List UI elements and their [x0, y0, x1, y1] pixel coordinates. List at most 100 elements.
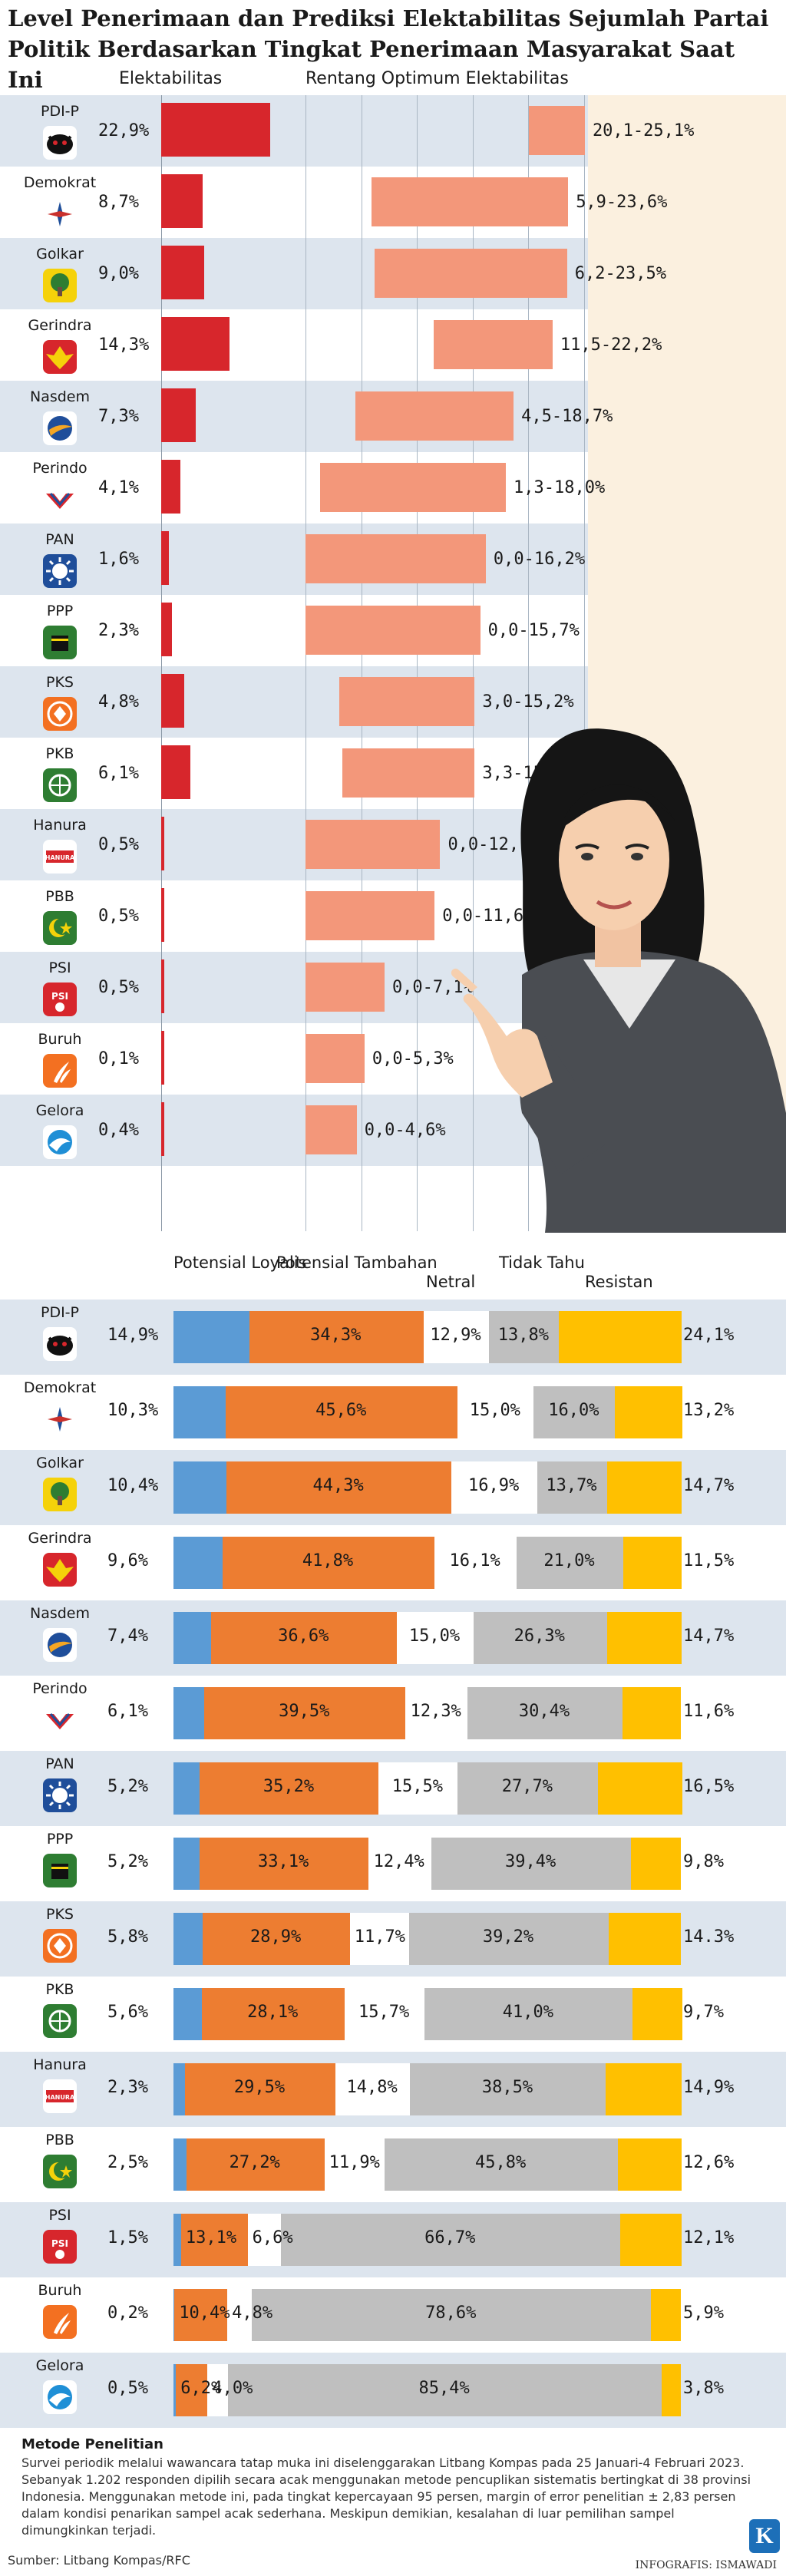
loyal-segment [173, 1311, 249, 1363]
woman-pointing-illustration [451, 728, 786, 1233]
tidak-tahu-value-label: 66,7% [424, 2228, 476, 2247]
tambahan-segment [222, 1537, 435, 1589]
loyal-value-label: 9,6% [107, 1551, 148, 1570]
s1-party-name: PPP [46, 603, 74, 619]
elek-value-label: 4,1% [98, 478, 139, 497]
range-bar [305, 534, 486, 583]
tidak-tahu-segment [424, 1988, 633, 2040]
elek-bar [161, 317, 230, 371]
netral-segment [247, 2214, 282, 2266]
netral-value-label: 15,5% [391, 1777, 443, 1796]
psi-rose-icon: PSI [43, 983, 77, 1016]
tambahan-segment [204, 1687, 405, 1739]
range-bar [374, 249, 567, 298]
netral-segment [397, 1612, 474, 1664]
loyal-segment [173, 2138, 187, 2191]
netral-value-label: 11,9% [329, 2153, 380, 2172]
header-netral: Netral [426, 1273, 476, 1291]
tidak-tahu-segment [385, 2138, 618, 2191]
range-bar [433, 320, 553, 369]
nasdem-circle-icon [43, 1628, 77, 1662]
range-value-label: 6,2-23,5% [574, 264, 666, 283]
method-text: Survei periodik melalui wawancara tatap … [21, 2455, 751, 2538]
elek-bar [161, 1102, 164, 1156]
kaaba-icon [43, 626, 77, 659]
elek-gridline [161, 95, 162, 1231]
s2-party-name: Nasdem [29, 1605, 90, 1622]
s1-party-name: PKB [45, 745, 74, 762]
netral-segment [207, 2364, 228, 2416]
tambahan-value-label: 28,9% [250, 1927, 302, 1947]
tambahan-value-label: 29,5% [233, 2078, 286, 2097]
banyan-tree-icon [43, 1478, 77, 1511]
tambahan-segment [174, 2289, 228, 2341]
s1-party-name: PDI-P [40, 103, 79, 120]
elek-bar [161, 1031, 164, 1085]
tidak-tahu-segment [489, 1311, 560, 1363]
loyal-value-label: 5,2% [107, 1777, 148, 1796]
resistan-segment [617, 2138, 682, 2191]
tambahan-value-label: 35,2% [263, 1777, 315, 1796]
resistan-segment [606, 1612, 682, 1664]
elek-bar [161, 174, 203, 228]
elek-value-label: 0,5% [98, 978, 139, 997]
svg-text:HANURA: HANURA [45, 854, 75, 861]
s2-party-name: Gerindra [28, 1530, 92, 1547]
range-gridline [583, 95, 585, 1231]
s1-party-name: PBB [45, 888, 74, 905]
tidak-tahu-value-label: 13,8% [497, 1326, 549, 1345]
tambahan-segment [200, 1762, 379, 1815]
resistan-value-label: 13,2% [683, 1401, 735, 1420]
loyal-segment [173, 1386, 226, 1438]
loyal-segment [173, 1687, 205, 1739]
tidak-tahu-value-label: 39,4% [505, 1852, 556, 1871]
tambahan-value-label: 28,1% [247, 2003, 299, 2022]
tidak-tahu-value-label: 85,4% [418, 2379, 470, 2398]
netral-value-label: 15,0% [469, 1401, 520, 1420]
elek-bar [161, 674, 184, 728]
tidak-tahu-value-label: 39,2% [482, 1927, 534, 1947]
resistan-segment [606, 2063, 682, 2115]
netral-value-label: 16,9% [468, 1476, 520, 1495]
resistan-value-label: 14,7% [683, 1476, 735, 1495]
resistan-value-label: 14,9% [683, 2078, 735, 2097]
range-value-label: 0,0-4,6% [364, 1121, 446, 1140]
tidak-tahu-value-label: 30,4% [518, 1702, 570, 1721]
tambahan-segment [226, 1461, 452, 1514]
svg-text:HANURA: HANURA [45, 2094, 75, 2101]
elek-value-label: 14,3% [98, 335, 150, 355]
elek-bar [161, 460, 181, 514]
resistan-segment [632, 1988, 682, 2040]
resistan-value-label: 12,6% [683, 2153, 735, 2172]
s1-party-name: Buruh [38, 1031, 82, 1048]
netral-value-label: 12,3% [410, 1702, 461, 1721]
range-gridline [305, 95, 306, 1231]
netral-segment [405, 1687, 468, 1739]
elek-value-label: 0,4% [98, 1121, 139, 1140]
elek-value-label: 1,6% [98, 550, 139, 569]
pks-crescent-icon [43, 1929, 77, 1963]
loyal-value-label: 10,3% [107, 1401, 159, 1420]
mercy-star-icon [43, 197, 77, 231]
range-value-label: 0,0-5,3% [372, 1049, 454, 1068]
tidak-tahu-segment [467, 1687, 623, 1739]
loyal-value-label: 1,5% [107, 2228, 148, 2247]
hanura-shield-icon: HANURA [43, 2079, 77, 2113]
netral-value-label: 4,8% [232, 2304, 273, 2323]
resistan-segment [615, 1386, 682, 1438]
netral-segment [423, 1311, 490, 1363]
elek-bar [161, 388, 196, 442]
range-bar [529, 106, 585, 155]
s1-row-ppp [0, 595, 588, 666]
tidak-tahu-segment [533, 1386, 616, 1438]
header-rentang: Rentang Optimum Elektabilitas [305, 69, 569, 88]
elek-value-label: 0,5% [98, 835, 139, 854]
s2-party-name: PBB [45, 2132, 74, 2148]
elek-bar [161, 745, 190, 799]
elek-value-label: 7,3% [98, 407, 139, 426]
tidak-tahu-segment [227, 2364, 662, 2416]
netral-segment [457, 1386, 534, 1438]
tambahan-value-label: 6,2% [180, 2379, 222, 2398]
s2-party-name: PDI-P [40, 1304, 79, 1321]
elek-bar [161, 603, 173, 656]
